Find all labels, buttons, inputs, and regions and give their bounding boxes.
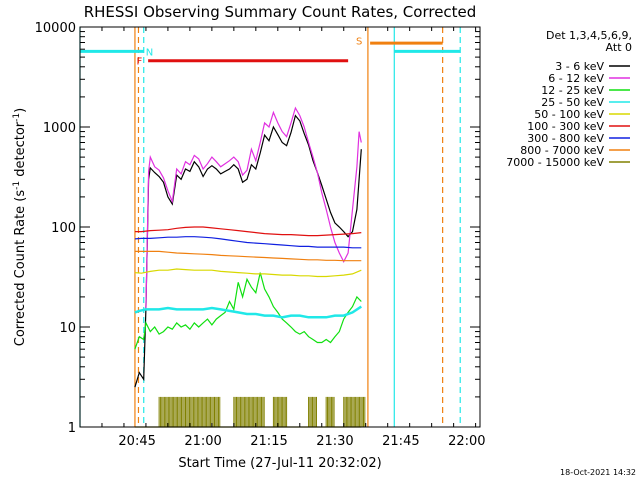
timestamp: 18-Oct-2021 14:32 xyxy=(560,468,636,477)
legend-label-300-800-kev: 300 - 800 keV xyxy=(527,132,604,145)
y-axis-label: Corrected Count Rate (s-1 detector-1) xyxy=(12,108,28,346)
series-12-25-kev xyxy=(134,272,362,350)
x-axis: 20:45 21:00 21:15 21:30 21:45 22:00 xyxy=(79,27,486,449)
plot-frame xyxy=(79,26,481,428)
x-tick-label: 22:00 xyxy=(448,434,485,449)
legend-label-7000-15000-kev: 7000 - 15000 keV xyxy=(506,156,604,169)
y-axis-label-part1: Corrected Count Rate (s xyxy=(13,190,28,347)
y-tick-label: 100 xyxy=(51,221,76,236)
y-tick-label: 1000 xyxy=(43,121,76,136)
legend-label-3-6-kev: 3 - 6 keV xyxy=(555,60,604,73)
flag-label-n: N xyxy=(146,47,153,58)
chart-title: RHESSI Observing Summary Count Rates, Co… xyxy=(84,3,477,21)
flag-label-s: S xyxy=(356,37,362,48)
x-tick-label: 21:00 xyxy=(184,434,221,449)
plot-area: NF S xyxy=(79,27,461,428)
y-axis-label-sup2: -1 xyxy=(12,113,22,122)
y-axis-label-part2: detector xyxy=(13,121,28,181)
series-7000-15000-kev-spikes xyxy=(158,396,366,427)
x-axis-label: Start Time (27-Jul-11 20:32:02) xyxy=(178,456,381,471)
series-3-6-kev xyxy=(134,114,362,388)
x-tick-label: 21:15 xyxy=(250,434,287,449)
x-tick-label: 20:45 xyxy=(118,434,155,449)
y-tick-label: 10000 xyxy=(35,21,76,36)
y-axis-label-part3: ) xyxy=(13,108,28,113)
y-tick-label: 1 xyxy=(68,421,76,436)
x-tick-label: 21:45 xyxy=(382,434,419,449)
legend-label-100-300-kev: 100 - 300 keV xyxy=(527,120,604,133)
series-25-50-kev xyxy=(134,305,362,319)
flag-label-f: F xyxy=(136,57,142,68)
series-800-7000-kev xyxy=(134,250,362,262)
series-300-800-kev xyxy=(134,236,362,249)
series-50-100-kev xyxy=(134,268,362,278)
y-axis-label-sup1: -1 xyxy=(12,181,22,190)
legend-label-50-100-kev: 50 - 100 keV xyxy=(534,108,604,121)
series-6-12-kev xyxy=(145,106,362,310)
legend-label-800-7000-kev: 800 - 7000 keV xyxy=(520,144,604,157)
y-axis: 1 10 100 1000 10000 xyxy=(35,21,480,436)
legend-label-12-25-kev: 12 - 25 keV xyxy=(541,84,604,97)
y-tick-label: 10 xyxy=(59,321,76,336)
legend-label-25-50-kev: 25 - 50 keV xyxy=(541,96,604,109)
legend-header-detectors: Det 1,3,4,5,6,9, xyxy=(546,29,632,42)
series-100-300-kev xyxy=(134,226,362,237)
legend-label-6-12-kev: 6 - 12 keV xyxy=(548,72,604,85)
legend-header-attenuator: Att 0 xyxy=(606,41,632,54)
x-tick-label: 21:30 xyxy=(316,434,353,449)
